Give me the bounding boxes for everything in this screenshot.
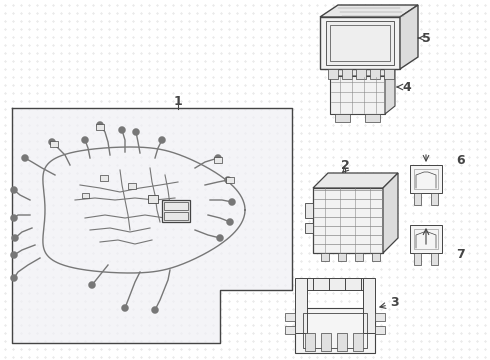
Circle shape [89,282,96,288]
Circle shape [132,129,140,135]
Text: 4: 4 [402,81,411,94]
Bar [305,203,313,218]
Bar [82,193,89,198]
Bar [384,69,394,79]
Bar [410,165,442,193]
Bar [128,183,136,189]
Circle shape [122,305,128,311]
Bar [321,253,329,261]
Circle shape [11,234,19,242]
Bar [214,157,222,163]
Bar [50,141,58,147]
Bar [330,25,390,61]
Circle shape [158,136,166,144]
Circle shape [10,252,18,258]
Circle shape [49,139,55,145]
Bar [295,308,375,353]
Bar [148,195,158,203]
Bar [414,229,438,249]
Bar [353,333,363,351]
Bar [342,69,352,79]
Text: 6: 6 [456,153,465,166]
Bar [226,177,234,183]
Bar [431,253,438,265]
Text: 1: 1 [173,95,182,108]
Polygon shape [383,173,398,253]
Bar [285,313,295,321]
Bar [321,333,331,351]
Polygon shape [12,108,292,343]
Circle shape [10,215,18,221]
Bar [285,326,295,334]
Bar [295,278,307,333]
Bar [355,253,363,261]
Bar [375,313,385,321]
Polygon shape [313,173,398,188]
Bar [305,223,313,233]
Bar [305,333,315,351]
Text: 2: 2 [341,158,349,171]
Circle shape [224,176,231,184]
Bar [328,69,338,79]
Polygon shape [400,5,418,69]
Polygon shape [330,68,395,76]
Bar [100,175,108,181]
Bar [337,333,347,351]
Bar [338,253,346,261]
Bar [356,69,366,79]
Bar [375,326,385,334]
Bar [363,278,375,333]
Bar [431,193,438,205]
Bar [313,188,383,253]
Bar [164,202,188,210]
Bar [326,21,394,65]
Text: 3: 3 [390,297,399,310]
Bar [335,114,350,122]
Circle shape [10,186,18,194]
Circle shape [228,198,236,206]
Bar [320,17,400,69]
Circle shape [81,136,89,144]
Bar [414,253,421,265]
Bar [414,169,438,189]
Circle shape [119,126,125,134]
Bar [330,76,385,114]
Text: 5: 5 [422,32,431,45]
Bar [370,69,380,79]
Bar [307,278,363,290]
Polygon shape [320,5,418,17]
Bar [96,124,104,130]
Circle shape [215,154,221,162]
Text: 7: 7 [456,248,465,261]
Circle shape [151,306,158,314]
Bar [365,114,380,122]
Circle shape [10,274,18,282]
Bar [414,193,421,205]
Bar [162,200,190,222]
Bar [410,225,442,253]
Bar [164,212,188,220]
Circle shape [22,154,28,162]
Polygon shape [385,68,395,114]
Circle shape [226,219,234,225]
Circle shape [97,122,103,129]
Bar [303,313,367,348]
Bar [372,253,380,261]
Circle shape [217,234,223,242]
